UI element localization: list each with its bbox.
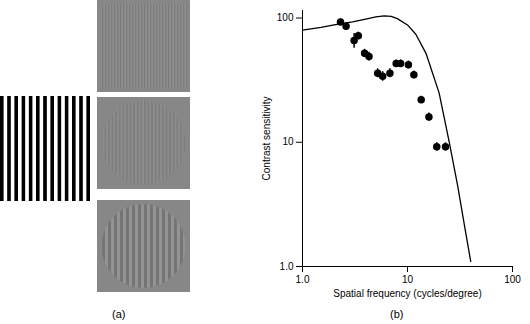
svg-text:100: 100 — [504, 274, 521, 285]
html-text:(a): (a) — [112, 308, 126, 320]
svg-text:1.0: 1.0 — [296, 274, 310, 285]
svg-text:10: 10 — [282, 136, 294, 147]
svg-text:Spatial frequency (cycles/degr: Spatial frequency (cycles/degree) — [333, 288, 481, 299]
svg-text:1.0: 1.0 — [280, 261, 294, 272]
html-text:(b): (b) — [390, 308, 404, 320]
svg-text:100: 100 — [277, 12, 294, 23]
svg-text:10: 10 — [402, 274, 414, 285]
svg-text:Contrast sensitivity: Contrast sensitivity — [261, 97, 272, 181]
